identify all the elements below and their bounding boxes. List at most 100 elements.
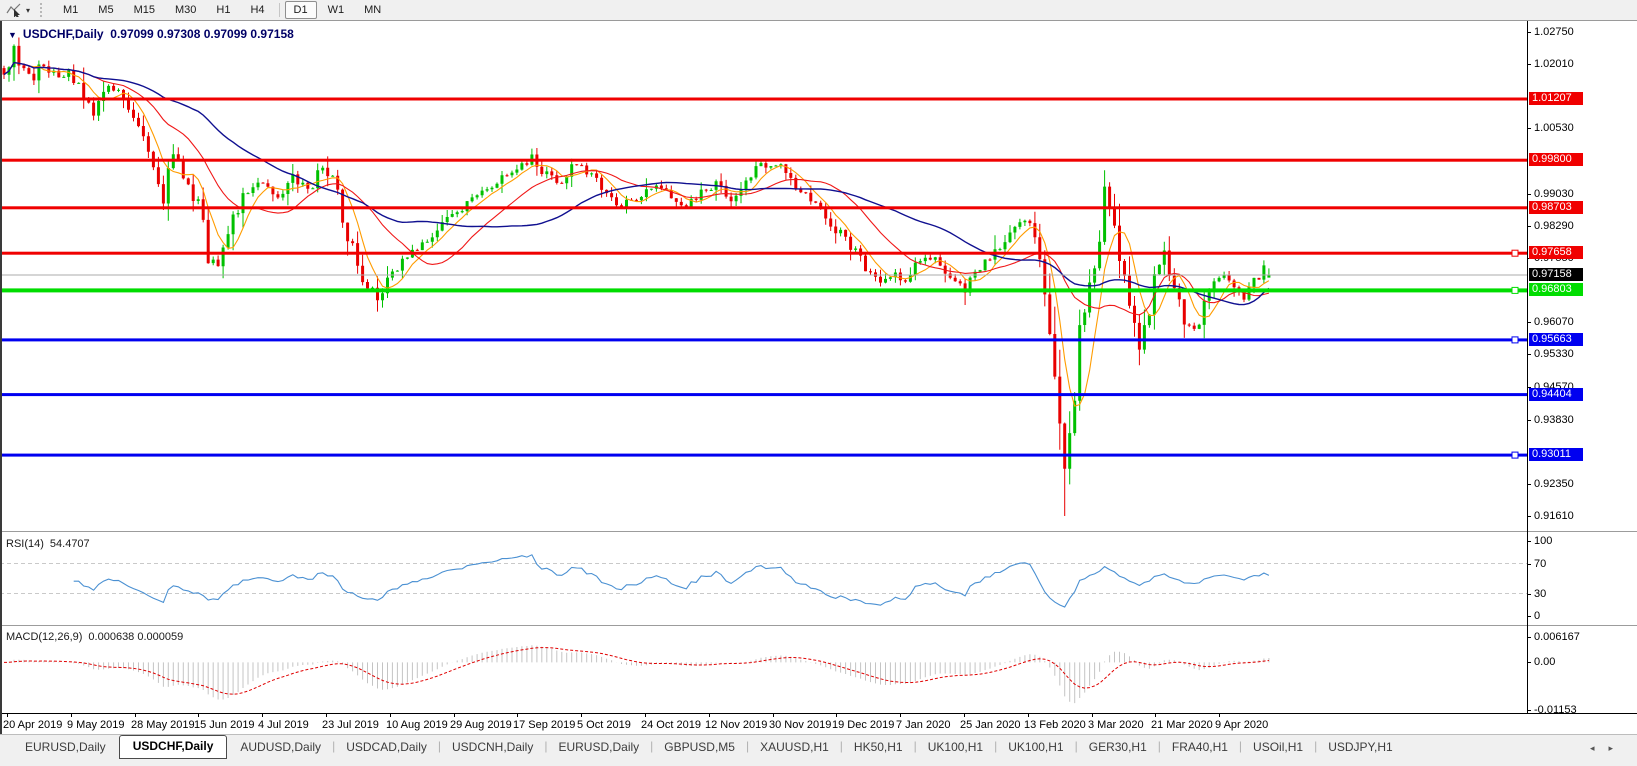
toolbar-separator: [278, 3, 280, 17]
price-level-badge: 0.99800: [1529, 153, 1583, 166]
date-tick: [7, 714, 8, 717]
horizontal-level-line[interactable]: [0, 158, 1527, 162]
tab-scroll-right-icon[interactable]: ▸: [1608, 743, 1627, 753]
symbol-dropdown-icon[interactable]: ▼: [8, 30, 17, 40]
timeframe-button-W1[interactable]: W1: [327, 4, 345, 16]
date-label: 3 Mar 2020: [1088, 719, 1144, 731]
price-tick-label: 0.92350: [1534, 478, 1574, 490]
timeframe-button-MN[interactable]: MN: [364, 4, 382, 16]
horizontal-level-line[interactable]: [0, 288, 1527, 293]
timeframe-button-M1[interactable]: M1: [63, 4, 79, 16]
chart-toolbar: ▾ M1 M5 M15 M30 H1 H4 D1 W1 MN: [0, 0, 1637, 21]
rsi-tick-label-dash: [1527, 564, 1531, 565]
horizontal-level-line[interactable]: [0, 393, 1527, 397]
chart-ohlc-values: 0.97099 0.97308 0.97099 0.97158: [110, 27, 294, 41]
macd-signal-line: [3, 647, 1269, 695]
bear-candle-bodies: [2, 45, 1261, 469]
price-level-badge: 0.94404: [1529, 388, 1583, 401]
toolbar-grip-handle[interactable]: [40, 3, 45, 17]
chart-title: ▼ USDCHF,Daily 0.97099 0.97308 0.97099 0.…: [8, 27, 294, 41]
price-tick-label-dash: [1527, 387, 1531, 388]
horizontal-level-line[interactable]: [0, 251, 1527, 255]
price-tick-label: 0.96070: [1534, 316, 1574, 328]
symbol-tab-UK100-H1[interactable]: UK100,H1: [1008, 740, 1064, 754]
price-axis[interactable]: 1.027501.020101.005300.990300.982900.975…: [1527, 21, 1637, 716]
horizontal-level-line[interactable]: [0, 453, 1527, 457]
date-axis[interactable]: 20 Apr 2019 9 May 2019 28 May 2019 15 Jun 2…: [0, 713, 1637, 735]
symbol-tab-FRA40-H1[interactable]: FRA40,H1: [1171, 740, 1228, 754]
timeframe-button-D1[interactable]: D1: [284, 1, 317, 19]
date-label: 21 Mar 2020: [1151, 719, 1213, 731]
tab-separator: |: [1314, 739, 1318, 753]
main-price-chart-canvas[interactable]: [0, 21, 1527, 532]
symbol-tab-EURUSD-Daily[interactable]: EURUSD,Daily: [25, 740, 106, 754]
price-level-badge: 0.97658: [1529, 246, 1583, 259]
rsi-tick-label: 0: [1534, 610, 1541, 622]
date-tick: [71, 714, 72, 717]
chart-tabs: EURUSD,Daily USDCHF,Daily AUDUSD,Daily | USD…: [14, 735, 1404, 759]
horizontal-level-line[interactable]: [0, 206, 1527, 210]
rsi-tick-label-dash: [1527, 541, 1531, 542]
timeframe-button-H1[interactable]: H1: [216, 4, 231, 16]
macd-values: 0.000638 0.000059: [88, 631, 184, 643]
rsi-indicator-canvas[interactable]: [0, 533, 1527, 625]
symbol-tab-USOil-H1[interactable]: USOil,H1: [1253, 740, 1304, 754]
date-label: 28 May 2019: [131, 719, 195, 731]
crosshair-tool-button[interactable]: ▾: [0, 1, 36, 19]
current-price-line: [0, 274, 1527, 276]
crosshair-tool-icon: [6, 3, 21, 17]
symbol-tab-EURUSD-Daily[interactable]: EURUSD,Daily: [558, 740, 640, 754]
symbol-tab-USDCNH-Daily[interactable]: USDCNH,Daily: [452, 740, 534, 754]
symbol-tab-GER30-H1[interactable]: GER30,H1: [1088, 740, 1147, 754]
symbol-tab-GBPUSD-M5[interactable]: GBPUSD,M5: [664, 740, 735, 754]
tab-separator: |: [1157, 739, 1161, 753]
chart-window[interactable]: 1.027501.020101.005300.990300.982900.975…: [0, 21, 1637, 735]
date-label: 19 Dec 2019: [832, 719, 895, 731]
tab-scroll-left-icon[interactable]: ◂: [1589, 743, 1609, 753]
macd-histogram: [8, 645, 1270, 704]
horizontal-level-line[interactable]: [0, 338, 1527, 342]
panel-divider-main-rsi[interactable]: [0, 531, 1637, 532]
symbol-tab-XAUUSD-H1[interactable]: XAUUSD,H1: [760, 740, 829, 754]
timeframe-button-M30[interactable]: M30: [174, 4, 197, 16]
date-label: 9 Apr 2020: [1215, 719, 1269, 731]
symbol-tab-AUDUSD-Daily[interactable]: AUDUSD,Daily: [240, 740, 322, 754]
timeframe-buttons: M1 M5 M15 M30 H1 H4 D1 W1 MN: [53, 0, 391, 20]
date-tick: [517, 714, 518, 717]
bull-candle-wicks: [8, 44, 1270, 485]
price-level-badge: 0.96803: [1529, 283, 1583, 296]
date-label: 15 Jun 2019: [194, 719, 255, 731]
price-tick-label: 0.99030: [1534, 188, 1574, 200]
date-tick: [1092, 714, 1093, 717]
date-tick: [964, 714, 965, 717]
level-handle[interactable]: [1511, 249, 1519, 257]
date-label: 29 Aug 2019: [450, 719, 512, 731]
price-level-badge: 0.98703: [1529, 201, 1583, 214]
date-label: 13 Feb 2020: [1024, 719, 1086, 731]
rsi-tick-label: 30: [1534, 588, 1547, 600]
price-tick-label-dash: [1527, 194, 1531, 195]
price-tick-label-dash: [1527, 484, 1531, 485]
horizontal-level-line[interactable]: [0, 97, 1527, 101]
level-handle[interactable]: [1511, 336, 1519, 344]
macd-indicator-canvas[interactable]: [0, 627, 1527, 714]
panel-divider-rsi-macd[interactable]: [0, 625, 1637, 626]
timeframe-button-M5[interactable]: M5: [98, 4, 114, 16]
rsi-tick-label: 100: [1534, 535, 1553, 547]
symbol-tab-UK100-H1[interactable]: UK100,H1: [927, 740, 984, 754]
level-handle[interactable]: [1511, 451, 1519, 459]
timeframe-button-H4[interactable]: H4: [250, 4, 265, 16]
timeframe-button-M15[interactable]: M15: [133, 4, 155, 16]
macd-tick-label: 0.006167: [1534, 631, 1580, 643]
symbol-tab-HK50-H1[interactable]: HK50,H1: [853, 740, 903, 754]
macd-tick-label-dash: [1527, 710, 1531, 711]
tab-separator: |: [745, 739, 750, 753]
price-axis-line: [1527, 21, 1528, 713]
symbol-tab-USDCAD-Daily[interactable]: USDCAD,Daily: [346, 740, 427, 754]
level-handle[interactable]: [1511, 286, 1519, 294]
date-tick: [645, 714, 646, 717]
symbol-tab-USDJPY-H1[interactable]: USDJPY,H1: [1328, 740, 1393, 754]
symbol-tab-USDCHF-Daily[interactable]: USDCHF,Daily: [118, 735, 228, 759]
price-tick-label-dash: [1527, 354, 1531, 355]
rsi-label: RSI(14) 54.4707: [6, 538, 90, 550]
